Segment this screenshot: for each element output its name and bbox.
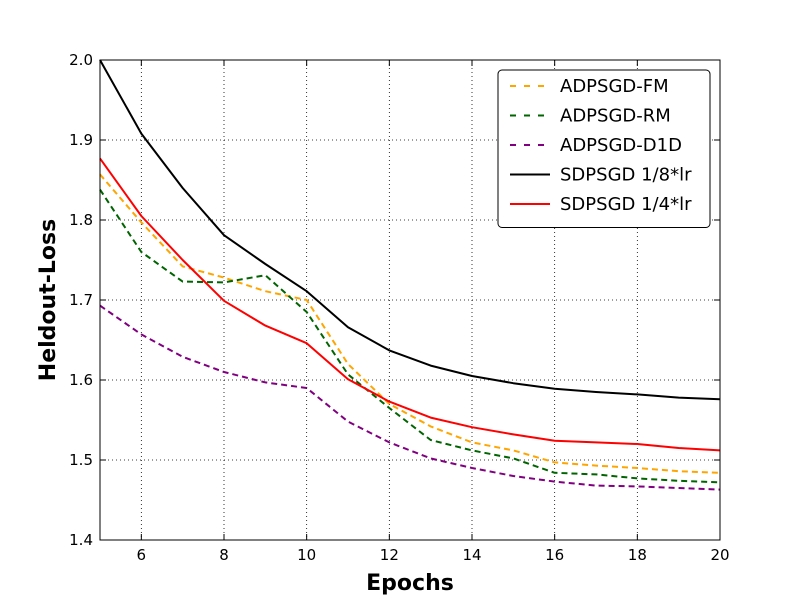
series-layer — [99, 59, 721, 491]
legend-box — [497, 69, 711, 228]
x-axis-title: Epochs — [366, 571, 454, 596]
y-tick-label: 1.4 — [69, 531, 93, 549]
series-line-sdpsgd-1-8-lr — [99, 59, 721, 401]
x-tick-label: 8 — [219, 546, 229, 564]
y-tick-label: 1.7 — [69, 291, 93, 309]
y-tick-label: 1.9 — [69, 131, 93, 149]
legend-label: ADPSGD-D1D — [560, 135, 682, 156]
x-tick-label: 6 — [137, 546, 147, 564]
legend-label: ADPSGD-RM — [560, 106, 671, 127]
series-line-sdpsgd-1-4-lr — [99, 157, 721, 452]
x-tick-label: 20 — [710, 546, 729, 564]
x-tick-label: 18 — [628, 546, 647, 564]
axis-ticks: 6 8 10 12 14 16 18 20 1.4 1.5 1.6 1.7 1.8 1.9 2.0 — [69, 51, 729, 564]
y-axis-title: Heldout-Loss — [36, 219, 61, 381]
x-tick-label: 12 — [380, 546, 399, 564]
series-line-adpsgd-rm — [99, 189, 721, 484]
legend-label: SDPSGD 1/4*lr — [560, 194, 692, 215]
x-tick-label: 10 — [297, 546, 316, 564]
x-tick-label: 14 — [462, 546, 481, 564]
y-tick-label: 1.8 — [69, 211, 93, 229]
legend: ADPSGD-FM ADPSGD-RM ADPSGD-D1D SDPSGD 1/8*l… — [497, 69, 711, 228]
y-tick-label: 2.0 — [69, 51, 93, 69]
series-line-adpsgd-d1d — [99, 304, 721, 491]
legend-label: ADPSGD-FM — [560, 76, 669, 97]
legend-label: SDPSGD 1/8*lr — [560, 165, 692, 186]
x-tick-label: 16 — [545, 546, 564, 564]
y-tick-label: 1.6 — [69, 371, 93, 389]
y-tick-label: 1.5 — [69, 451, 93, 469]
series-line-adpsgd-fm — [99, 173, 721, 474]
